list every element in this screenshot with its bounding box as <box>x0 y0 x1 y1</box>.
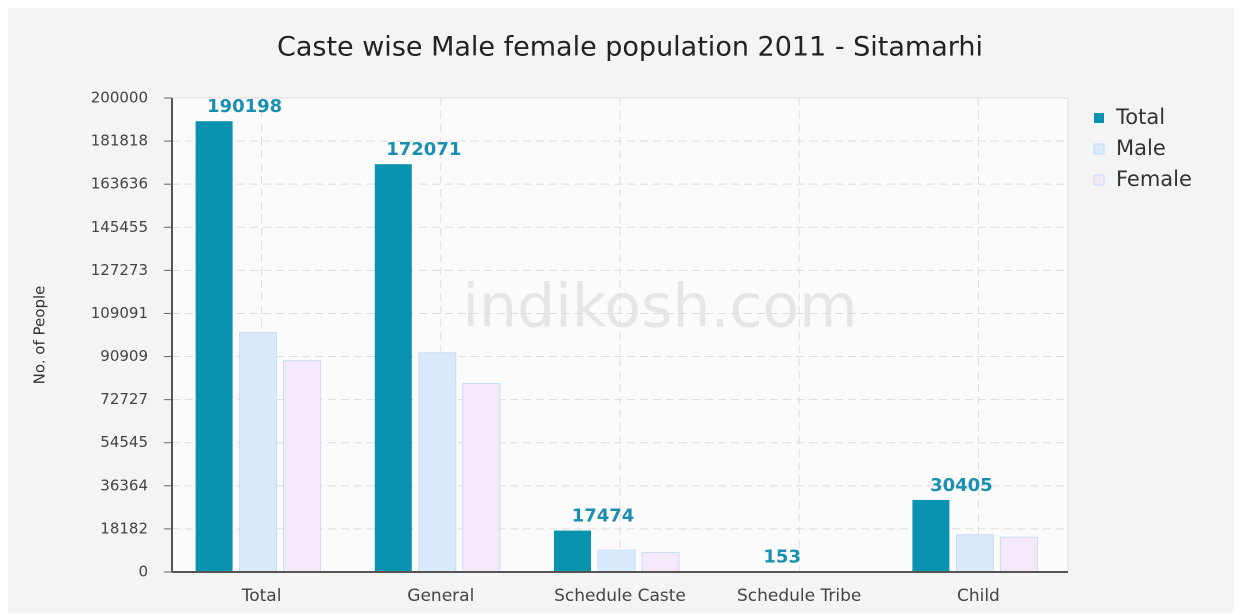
x-tick-label: Total <box>241 586 282 606</box>
y-tick-label: 200000 <box>91 89 148 107</box>
bar <box>641 551 680 573</box>
x-tick-label: Schedule Caste <box>554 586 686 606</box>
legend-label: Total <box>1115 105 1165 129</box>
legend-swatch <box>1093 143 1105 155</box>
bar <box>374 164 412 573</box>
data-label: 30405 <box>930 475 993 496</box>
data-label: 190198 <box>207 96 282 117</box>
data-label: 172071 <box>386 139 461 160</box>
bar <box>462 382 501 573</box>
x-tick-label: General <box>407 586 474 606</box>
watermark: indikosh.com <box>462 272 857 342</box>
y-tick-label: 72727 <box>100 390 148 408</box>
legend-swatch <box>1094 113 1104 123</box>
data-label: 17474 <box>572 506 635 527</box>
bar <box>912 499 950 572</box>
x-tick-label: Schedule Tribe <box>737 586 861 606</box>
y-tick-label: 127273 <box>91 261 148 279</box>
bar <box>283 360 322 573</box>
y-tick-label: 90909 <box>100 347 148 365</box>
bar <box>195 121 233 572</box>
y-tick-label: 181818 <box>91 132 148 150</box>
bar <box>239 332 278 573</box>
bar <box>554 530 591 572</box>
x-tick-label: Child <box>957 586 1000 606</box>
legend-label: Male <box>1116 136 1166 160</box>
chart-title: Caste wise Male female population 2011 -… <box>277 32 983 63</box>
y-tick-label: 109091 <box>91 304 148 322</box>
y-tick-label: 18182 <box>100 519 148 537</box>
y-tick-label: 54545 <box>100 433 148 451</box>
y-tick-label: 145455 <box>91 218 148 236</box>
y-tick-label: 36364 <box>100 476 148 494</box>
bar <box>597 549 636 573</box>
legend-swatch <box>1093 174 1105 186</box>
bar <box>955 534 994 573</box>
legend-label: Female <box>1116 167 1192 191</box>
bar <box>418 352 457 573</box>
data-label: 153 <box>763 547 801 568</box>
y-tick-label: 0 <box>138 563 148 581</box>
y-axis-title: No. of People <box>31 286 49 385</box>
y-tick-label: 163636 <box>91 175 148 193</box>
bar <box>999 536 1038 573</box>
